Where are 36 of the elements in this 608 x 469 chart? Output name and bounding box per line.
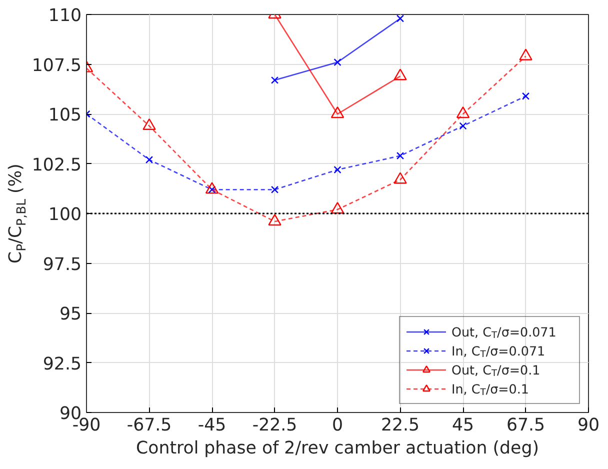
point (145, 156, 154, 164)
y-tick-label: 97.5 (42, 254, 82, 275)
point (459, 122, 467, 130)
y-tick-label: 92.5 (42, 354, 82, 374)
x-tick-label: -45 (198, 416, 226, 436)
point (142, 118, 156, 130)
x-tick-label: 22.5 (380, 416, 420, 436)
point (522, 92, 530, 100)
point (330, 202, 344, 214)
point (334, 58, 342, 66)
point (270, 76, 279, 84)
point (394, 68, 407, 80)
point (334, 166, 342, 174)
y-tick-label: 100 (48, 205, 82, 225)
x-tick-label: 67.5 (506, 416, 546, 436)
point (205, 182, 219, 194)
point (396, 152, 404, 160)
point (268, 214, 282, 226)
x-tick-label: -67.5 (126, 416, 172, 436)
point (270, 186, 279, 194)
x-tick-label: 45 (452, 416, 474, 436)
y-tick-label: 110 (48, 6, 82, 26)
y-tick-label: 95 (59, 304, 82, 324)
x-tick-label: 90 (577, 416, 600, 436)
point (330, 106, 344, 118)
y-axis-title: CP/CP,BL (%) (6, 164, 29, 264)
y-tick-label: 102.5 (32, 155, 82, 176)
point (519, 48, 532, 60)
y-tick-label: 107.5 (32, 56, 82, 76)
x-axis-title: Control phase of 2/rev camber actuation (deg) (136, 438, 539, 458)
x-tick-label: -22.5 (252, 416, 298, 436)
point (456, 106, 470, 118)
y-tick-label: 105 (48, 106, 82, 126)
point (394, 172, 407, 184)
point (396, 14, 404, 22)
x-tick-label: 0 (332, 416, 344, 436)
